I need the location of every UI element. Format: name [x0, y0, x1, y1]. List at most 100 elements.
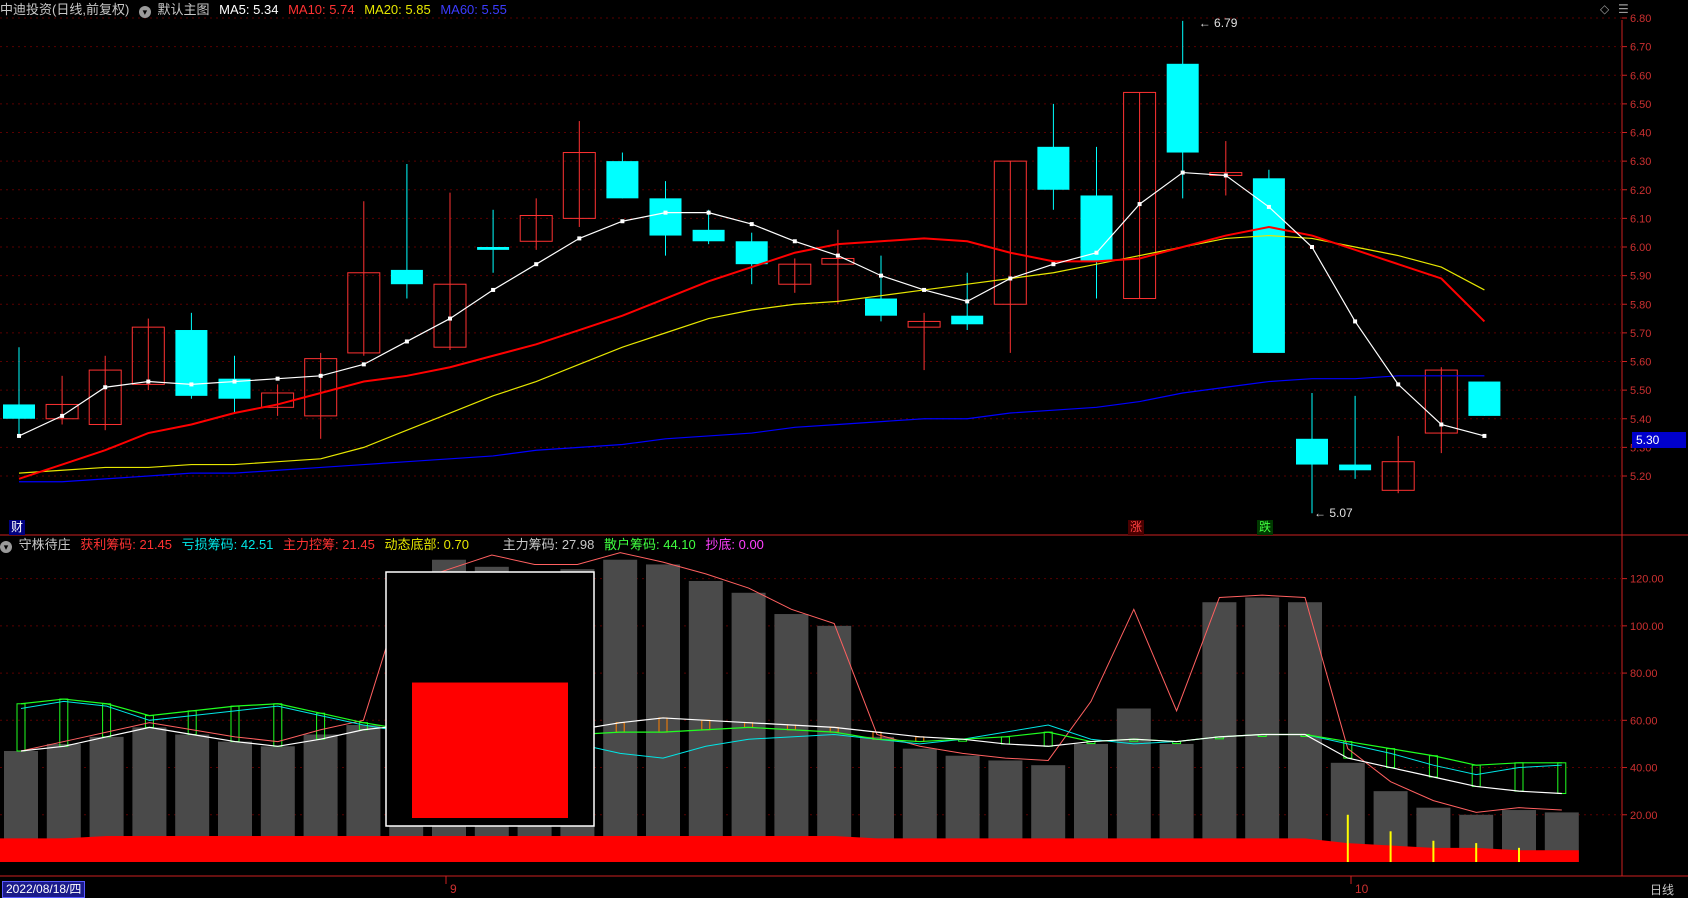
candle-body-up	[304, 358, 338, 417]
indicator-name[interactable]: 守株待庄	[18, 537, 71, 552]
candle-body-down	[1166, 63, 1199, 153]
ma20-value: MA20: 5.85	[364, 2, 431, 17]
ma5-point	[663, 210, 668, 215]
band-box	[1000, 736, 1010, 745]
indicator-tick-label: 20.00	[1630, 810, 1658, 822]
candle-body-up	[1381, 461, 1415, 491]
period-label[interactable]: 日线	[1650, 883, 1675, 897]
ma5-point	[448, 316, 452, 321]
price-tick-label: 5.80	[1630, 299, 1651, 311]
chip-bar	[646, 564, 680, 862]
template-name[interactable]: 默认主图	[157, 2, 210, 17]
candle-body-down	[218, 378, 251, 399]
bottom-fishing: 抄底: 0.00	[705, 537, 764, 552]
candle-body-down	[1339, 464, 1372, 471]
ma20-line	[18, 234, 1485, 474]
menu-icon[interactable]: ☰	[1618, 2, 1629, 16]
date-cursor: 2022/08/18/四	[2, 881, 86, 898]
band-box	[187, 710, 197, 735]
candle-body-down	[951, 315, 984, 325]
settings-circle-icon[interactable]: ▾	[138, 6, 151, 18]
price-tick-label: 6.60	[1630, 70, 1651, 82]
ma5-point	[1439, 422, 1444, 427]
ma5-point	[1396, 382, 1401, 387]
ma5-point	[1051, 262, 1056, 267]
loss-chips: 亏损筹码: 42.51	[181, 537, 274, 552]
price-tick-label: 5.50	[1630, 385, 1651, 397]
main-control: 主力控筹: 21.45	[283, 537, 375, 552]
ma5-point	[103, 385, 108, 390]
stock-title[interactable]: 中迪投资(日线,前复权)	[0, 2, 130, 17]
ma5-point	[189, 382, 194, 387]
ma5-point	[835, 253, 840, 258]
candle-body-up	[821, 257, 855, 265]
ma5-point	[491, 287, 496, 292]
main-chips: 主力筹码: 27.98	[502, 537, 595, 552]
candle-body-up	[1424, 369, 1458, 434]
white-line	[20, 717, 1562, 795]
candle-body-down	[1468, 381, 1501, 416]
ma5-point	[1180, 170, 1185, 175]
ma5-point	[1008, 276, 1013, 281]
candle-body-down	[477, 247, 510, 250]
ma5-point	[1353, 319, 1358, 324]
band-box	[59, 698, 69, 747]
diamond-icon[interactable]: ◇	[1600, 2, 1610, 16]
ma5-point	[361, 362, 366, 367]
candle-body-up	[131, 326, 165, 385]
candle-body-down	[692, 229, 725, 242]
ma5-point	[965, 299, 970, 304]
indicator-tick-label: 100.00	[1630, 621, 1664, 633]
ma5-point	[146, 379, 151, 384]
ma5-point	[1223, 173, 1228, 178]
ma5-point	[792, 239, 797, 244]
indicator-header: ▾ 守株待庄 获利筹码: 21.45 亏损筹码: 42.51 主力控筹: 21.…	[0, 535, 770, 555]
band-box	[273, 703, 283, 747]
profit-chips: 获利筹码: 21.45	[80, 537, 173, 552]
candle-body-up	[519, 215, 553, 242]
badge-die[interactable]: 跌	[1257, 520, 1274, 535]
candle-body-down	[606, 161, 639, 199]
candle-body-down	[3, 404, 35, 419]
candle-body-down	[390, 269, 423, 285]
band-box	[1386, 748, 1396, 769]
ma60-line	[19, 375, 1485, 483]
price-tick-label: 6.70	[1630, 42, 1651, 54]
ma5-point	[275, 376, 280, 381]
price-tick-label: 6.40	[1630, 128, 1651, 140]
candle-body-up	[347, 272, 381, 354]
ma5-point	[318, 373, 323, 378]
band-box	[1043, 731, 1053, 747]
low-price-label: ← 5.07	[1314, 506, 1353, 520]
indicator-menu-icon[interactable]: ▾	[0, 541, 12, 553]
ma5-point	[17, 433, 21, 438]
month-label: 10	[1355, 882, 1369, 896]
peak-line	[20, 552, 1562, 813]
candle-body-down	[1037, 146, 1070, 190]
candle-body-down	[1080, 195, 1113, 262]
chip-bar	[1288, 602, 1322, 862]
badge-cai[interactable]: 财	[9, 520, 26, 535]
band-box	[144, 715, 154, 728]
ma5-point	[60, 413, 65, 418]
ma5-point	[1266, 204, 1271, 209]
candle-body-up	[1123, 91, 1157, 300]
badge-zhang[interactable]: 涨	[1128, 520, 1145, 535]
indicator-tick-label: 120.00	[1630, 574, 1664, 586]
indicator-tick-label: 80.00	[1630, 668, 1658, 680]
ma5-point	[1310, 245, 1314, 249]
price-tick-label: 6.80	[1630, 13, 1651, 25]
price-tick-label: 5.40	[1630, 414, 1651, 426]
indicator-tick-label: 40.00	[1630, 763, 1658, 775]
indicator-tick-label: 60.00	[1630, 715, 1658, 727]
candle-body-down	[1296, 438, 1328, 465]
price-tick-label: 5.90	[1630, 271, 1651, 283]
candle-body-up	[433, 283, 467, 348]
price-tick-label: 6.30	[1630, 156, 1651, 168]
candle-body-up	[45, 403, 79, 420]
chip-bar	[1245, 597, 1280, 862]
month-label: 9	[450, 882, 457, 896]
chip-bar	[1116, 708, 1151, 862]
chip-bar	[817, 625, 852, 862]
